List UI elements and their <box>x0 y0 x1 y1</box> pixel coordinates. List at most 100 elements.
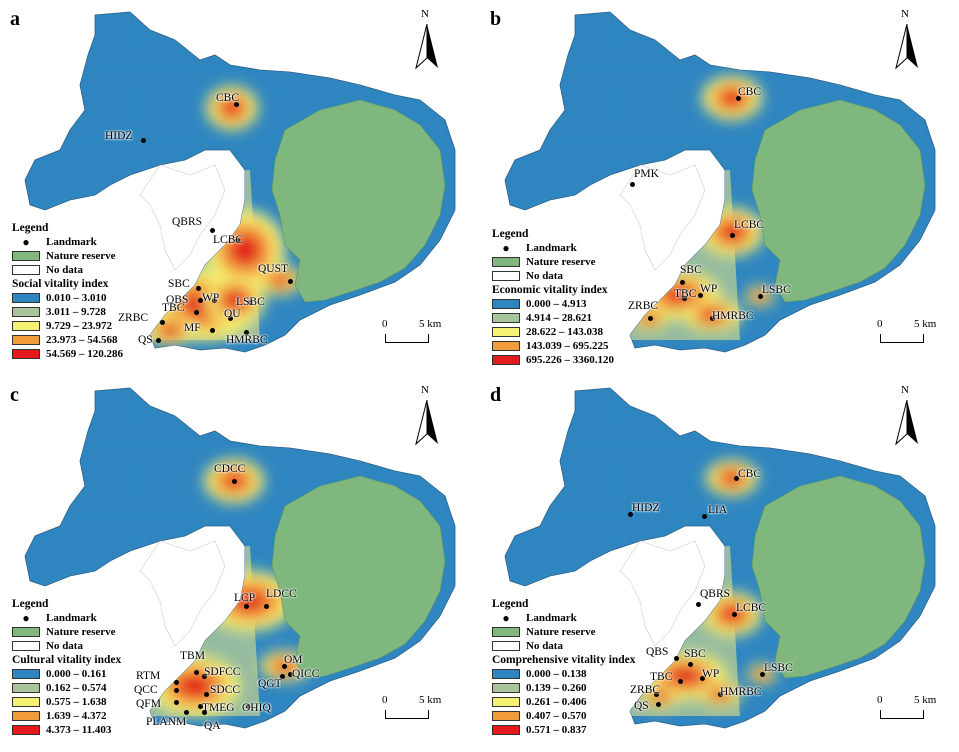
legend-class: 28.622 – 143.038 <box>526 325 603 338</box>
north-label: N <box>421 384 429 396</box>
landmark-label: OU <box>224 308 241 320</box>
landmark-dot <box>159 319 165 325</box>
north-label: N <box>421 8 429 20</box>
landmark-label: QS <box>138 334 153 346</box>
map-c <box>24 387 456 729</box>
landmark-label: QICC <box>292 668 320 680</box>
landmark-label: WP <box>702 668 720 680</box>
legend-class: 0.000 – 0.161 <box>46 667 107 680</box>
landmark-label: QBRS <box>172 216 203 228</box>
map-d <box>504 387 936 729</box>
landmark-dot <box>687 661 693 667</box>
landmark-label: LSBC <box>762 284 791 296</box>
landmark-dot <box>701 513 707 519</box>
landmark-dot <box>733 475 739 481</box>
landmark-dot <box>173 699 179 705</box>
north-label: N <box>901 8 909 20</box>
scale-five: 5 km <box>419 318 442 330</box>
landmark-dot <box>195 285 201 291</box>
index-title: Cultural vitality index <box>12 654 122 666</box>
landmark-dot <box>673 655 679 661</box>
landmark-label: TBC <box>674 288 697 300</box>
landmark-dot <box>201 709 207 715</box>
legend-class: 54.569 – 120.286 <box>46 347 123 360</box>
landmark-dot <box>243 603 249 609</box>
map-panel-a: a N CBC HIDZ QBRS LCBC QUST SBC QBS WP LSBC ZRBC TB… <box>0 0 479 376</box>
landmark-label: LCBC <box>736 602 767 614</box>
nature-reserve-area <box>271 475 446 679</box>
landmark-dot <box>677 678 683 684</box>
landmark-label: CBC <box>738 468 762 480</box>
landmark-dot <box>155 337 161 343</box>
landmark-dot <box>695 601 701 607</box>
legend-no-data: No data <box>46 263 83 276</box>
landmark-dot <box>699 675 705 681</box>
landmark-dot <box>209 327 215 333</box>
legend-class: 0.162 – 0.574 <box>46 681 107 694</box>
landmark-dot <box>679 279 685 285</box>
landmark-label: ZRBC <box>118 312 149 324</box>
landmark-label: RTM <box>136 670 161 682</box>
landmark-label: OHIQ <box>242 702 271 714</box>
landmark-dot <box>263 603 269 609</box>
landmark-dot <box>735 95 741 101</box>
landmark-dot <box>655 701 661 707</box>
landmark-label: QUST <box>258 263 289 275</box>
landmark-dot <box>203 691 209 697</box>
legend-class: 0.575 – 1.638 <box>46 695 107 708</box>
landmark-label: LIA <box>708 504 728 516</box>
landmark-label: ZRBC <box>630 684 661 696</box>
landmark-label: SBC <box>680 264 702 276</box>
legend-title: Legend <box>492 228 529 240</box>
landmark-dot <box>209 227 215 233</box>
no-data-area <box>619 540 706 647</box>
landmark-label: LDCC <box>266 588 297 600</box>
landmark-dot <box>629 181 635 187</box>
legend-class: 0.571 – 0.837 <box>526 723 587 736</box>
legend-class: 0.139 – 0.260 <box>526 681 587 694</box>
landmark-dot <box>197 297 203 303</box>
landmark-dot <box>234 237 240 243</box>
no-data-area <box>139 540 226 647</box>
landmark-label: HMRBC <box>712 310 754 322</box>
landmark-icon: ● <box>502 240 510 255</box>
no-data-area <box>619 164 706 271</box>
legend: Legend ● Landmark Nature reserve No data … <box>12 222 123 361</box>
legend-title: Legend <box>12 598 49 610</box>
nature-reserve-area <box>271 99 446 303</box>
landmark-label: LCP <box>234 592 256 604</box>
legend-no-data: No data <box>526 269 563 282</box>
scale-zero: 0 <box>877 318 883 330</box>
landmark-dot <box>681 295 687 301</box>
legend-landmark: Landmark <box>46 235 97 248</box>
landmark-icon: ● <box>502 610 510 625</box>
north-arrow-icon: N <box>892 8 922 70</box>
legend-class: 143.039 – 695.225 <box>526 339 609 352</box>
landmark-dot <box>627 511 633 517</box>
legend-no-data: No data <box>46 639 83 652</box>
landmark-label: OM <box>284 654 303 666</box>
legend-nature-reserve: Nature reserve <box>46 249 116 262</box>
landmark-label: LSBC <box>764 662 793 674</box>
index-title: Comprehensive vitality index <box>492 654 636 666</box>
landmark-dot <box>759 671 765 677</box>
landmark-dot <box>647 315 653 321</box>
landmark-dot <box>140 137 146 143</box>
landmark-label: WP <box>700 283 718 295</box>
landmark-label: LCBC <box>213 234 244 246</box>
landmark-label: CBC <box>216 92 240 104</box>
scale-five: 5 km <box>914 318 937 330</box>
landmark-dot <box>233 101 239 107</box>
legend-landmark: Landmark <box>46 611 97 624</box>
landmark-dot <box>245 703 251 709</box>
north-label: N <box>901 384 909 396</box>
landmark-label: PLANM <box>146 716 187 728</box>
landmark-label: CBC <box>738 86 762 98</box>
landmark-label: LCBC <box>734 219 765 231</box>
scale-five: 5 km <box>914 694 937 706</box>
landmark-label: HMRBC <box>226 334 268 346</box>
legend: Legend ● Landmark Nature reserve No data … <box>492 598 636 737</box>
legend-class: 1.639 – 4.372 <box>46 709 107 722</box>
landmark-label: SBC <box>168 278 190 290</box>
landmark-label: QBRS <box>700 588 731 600</box>
